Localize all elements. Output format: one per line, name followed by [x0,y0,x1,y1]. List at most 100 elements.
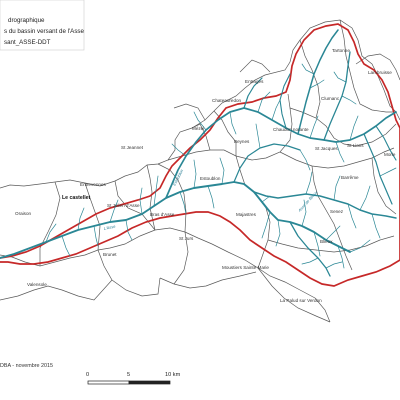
scale-tick-0: 0 [86,372,89,378]
tributary [45,223,57,243]
tributary [379,167,397,177]
tributary [229,111,237,135]
commune-line [299,39,321,119]
commune-line [146,164,156,231]
tributary [333,175,341,201]
commune-line [355,53,400,81]
place-morle: Morle [384,152,396,157]
outline [0,19,400,189]
tributary [305,171,313,195]
tributary [309,115,319,139]
river-estoublon [165,107,397,199]
place-clumanc: Clumanc [321,96,340,101]
place-entrevennes: Entrevennes [80,182,106,187]
tributary [325,261,343,269]
tributary [271,99,281,121]
river-center [233,143,301,183]
commune-line [173,103,206,121]
commune-line [173,231,189,285]
place-mezel: Mézel [192,126,204,131]
tributary [301,63,315,75]
tributary [93,225,99,247]
tributary [301,257,319,265]
river-label-estoublon: Estoublon [171,168,184,187]
river-label-asse: L'Asse [103,223,116,231]
tributary [349,239,371,253]
tributary [257,91,271,113]
commune-line [39,181,61,266]
tributary [333,71,347,83]
scale-segment-1 [87,380,130,385]
scale-tick-5: 5 [127,372,130,378]
place-senez: Senez [330,209,344,214]
place-st-jeannet: St Jeannet [121,145,144,150]
tributary [61,235,71,257]
place-majastres: Majastres [236,212,257,217]
tributary [275,219,281,247]
river-label-asse-blieux: Asse de Blieux [296,189,319,213]
legend: drographique s du bassin versant de l'As… [0,0,85,51]
source-credit: DBA - novembre 2015 [0,363,53,369]
tributary [219,157,225,185]
place-labels: Tartonne Lambruisse Entrages Clumanc Cha… [15,48,396,303]
basin-boundary [0,23,400,287]
river-south [289,221,331,277]
legend-item-communes: s du bassin versant de l'Asse [4,28,85,35]
tributary [347,203,357,229]
place-chaudon: Chaudon norante [273,127,309,132]
commune-line [84,182,101,251]
commune-line [157,163,187,233]
place-st-jurs: St Jurs [179,236,194,241]
place-barreme: Barrême [341,175,359,180]
place-beynes: Beynes [234,139,250,144]
place-bleux: Blieux [320,239,333,244]
commune-line [339,19,396,113]
legend-item-basin: sant_ASSE-DDT [4,39,51,46]
commune-line [167,149,237,161]
commune-borders [0,19,400,323]
tributary [313,231,321,257]
place-la-palud: La Palud sur Verdon [280,298,322,303]
tributary [77,207,85,231]
basin-outline [0,23,400,287]
commune-line [0,279,113,301]
place-st-lions: St Lions [347,143,364,148]
place-entrages: Entrages [245,79,264,84]
place-chateauredon: Chateauredon [212,98,242,103]
river-east-2 [375,125,397,161]
tributary [371,213,381,239]
tributaries [45,63,397,269]
place-le-castellet: Le castellet [62,195,91,201]
place-valensole: Valensole [27,282,47,287]
place-st-julien: St Julien d'Asse [107,203,140,208]
tributary [179,191,187,215]
scale-tick-10: 10 km [165,372,181,378]
commune-line [239,59,271,73]
scale-bar: 0 5 10 km [86,372,181,385]
river-network [0,29,397,277]
commune-line [311,165,353,271]
river-asse-blieux [253,191,397,219]
tributary [125,219,133,241]
place-st-jacques: St Jacques [315,146,338,151]
tributary [153,175,159,207]
commune-line [213,110,246,186]
legend-box [0,0,85,51]
tributary [341,95,357,105]
river-east [363,133,393,205]
tributary [139,187,143,215]
tributary [193,159,197,189]
tributary [261,211,271,239]
tributary [335,141,345,163]
tributary [337,245,345,269]
tributary [207,185,215,209]
tributary [325,225,341,241]
river-chaudon [243,77,263,109]
tributary [109,199,119,223]
river-asse-main [0,181,351,259]
tributary [349,115,359,141]
commune-line [267,235,395,253]
place-estoublon: Estoublon [200,176,221,181]
